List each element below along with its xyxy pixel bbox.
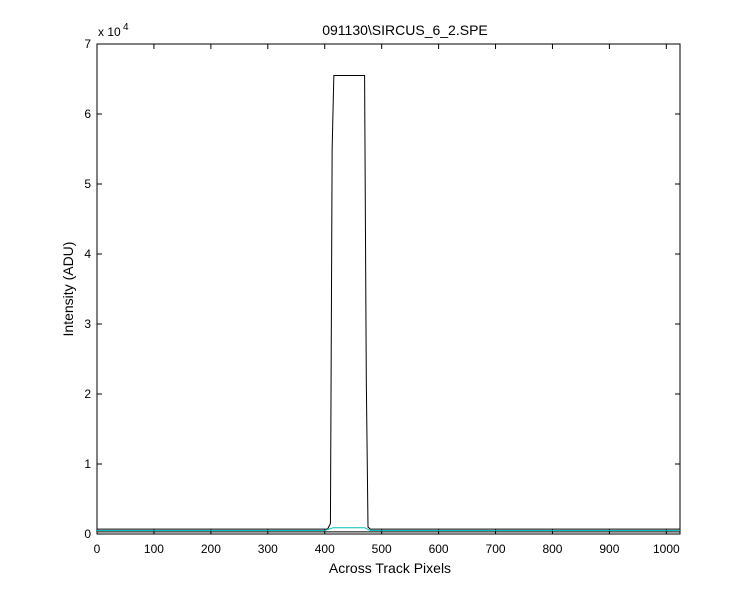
data-line — [97, 527, 680, 531]
data-line — [97, 75, 680, 530]
y-tick-label: 1 — [84, 457, 91, 471]
x-axis-label: Across Track Pixels — [329, 560, 451, 576]
x-tick-label: 1000 — [653, 542, 680, 556]
x-tick-label: 600 — [429, 542, 449, 556]
x-tick-label: 0 — [94, 542, 101, 556]
y-tick-label: 7 — [84, 37, 91, 51]
x-tick-label: 100 — [144, 542, 164, 556]
y-tick-label: 5 — [84, 177, 91, 191]
x-tick-label: 500 — [372, 542, 392, 556]
y-tick-label: 0 — [84, 527, 91, 541]
x-tick-label: 400 — [315, 542, 335, 556]
x-tick-label: 200 — [201, 542, 221, 556]
y-axis-label: Intensity (ADU) — [60, 242, 76, 337]
y-multiplier-exponent: 4 — [123, 22, 129, 33]
y-tick-label: 4 — [84, 247, 91, 261]
chart-title: 091130\SIRCUS_6_2.SPE — [322, 22, 488, 38]
y-tick-label: 6 — [84, 107, 91, 121]
y-multiplier: x 10 — [98, 25, 121, 39]
plot-box — [96, 43, 681, 535]
x-tick-label: 800 — [542, 542, 562, 556]
x-tick-label: 900 — [599, 542, 619, 556]
y-tick-label: 3 — [84, 317, 91, 331]
y-tick-label: 2 — [84, 387, 91, 401]
x-tick-label: 300 — [258, 542, 278, 556]
x-tick-label: 700 — [486, 542, 506, 556]
